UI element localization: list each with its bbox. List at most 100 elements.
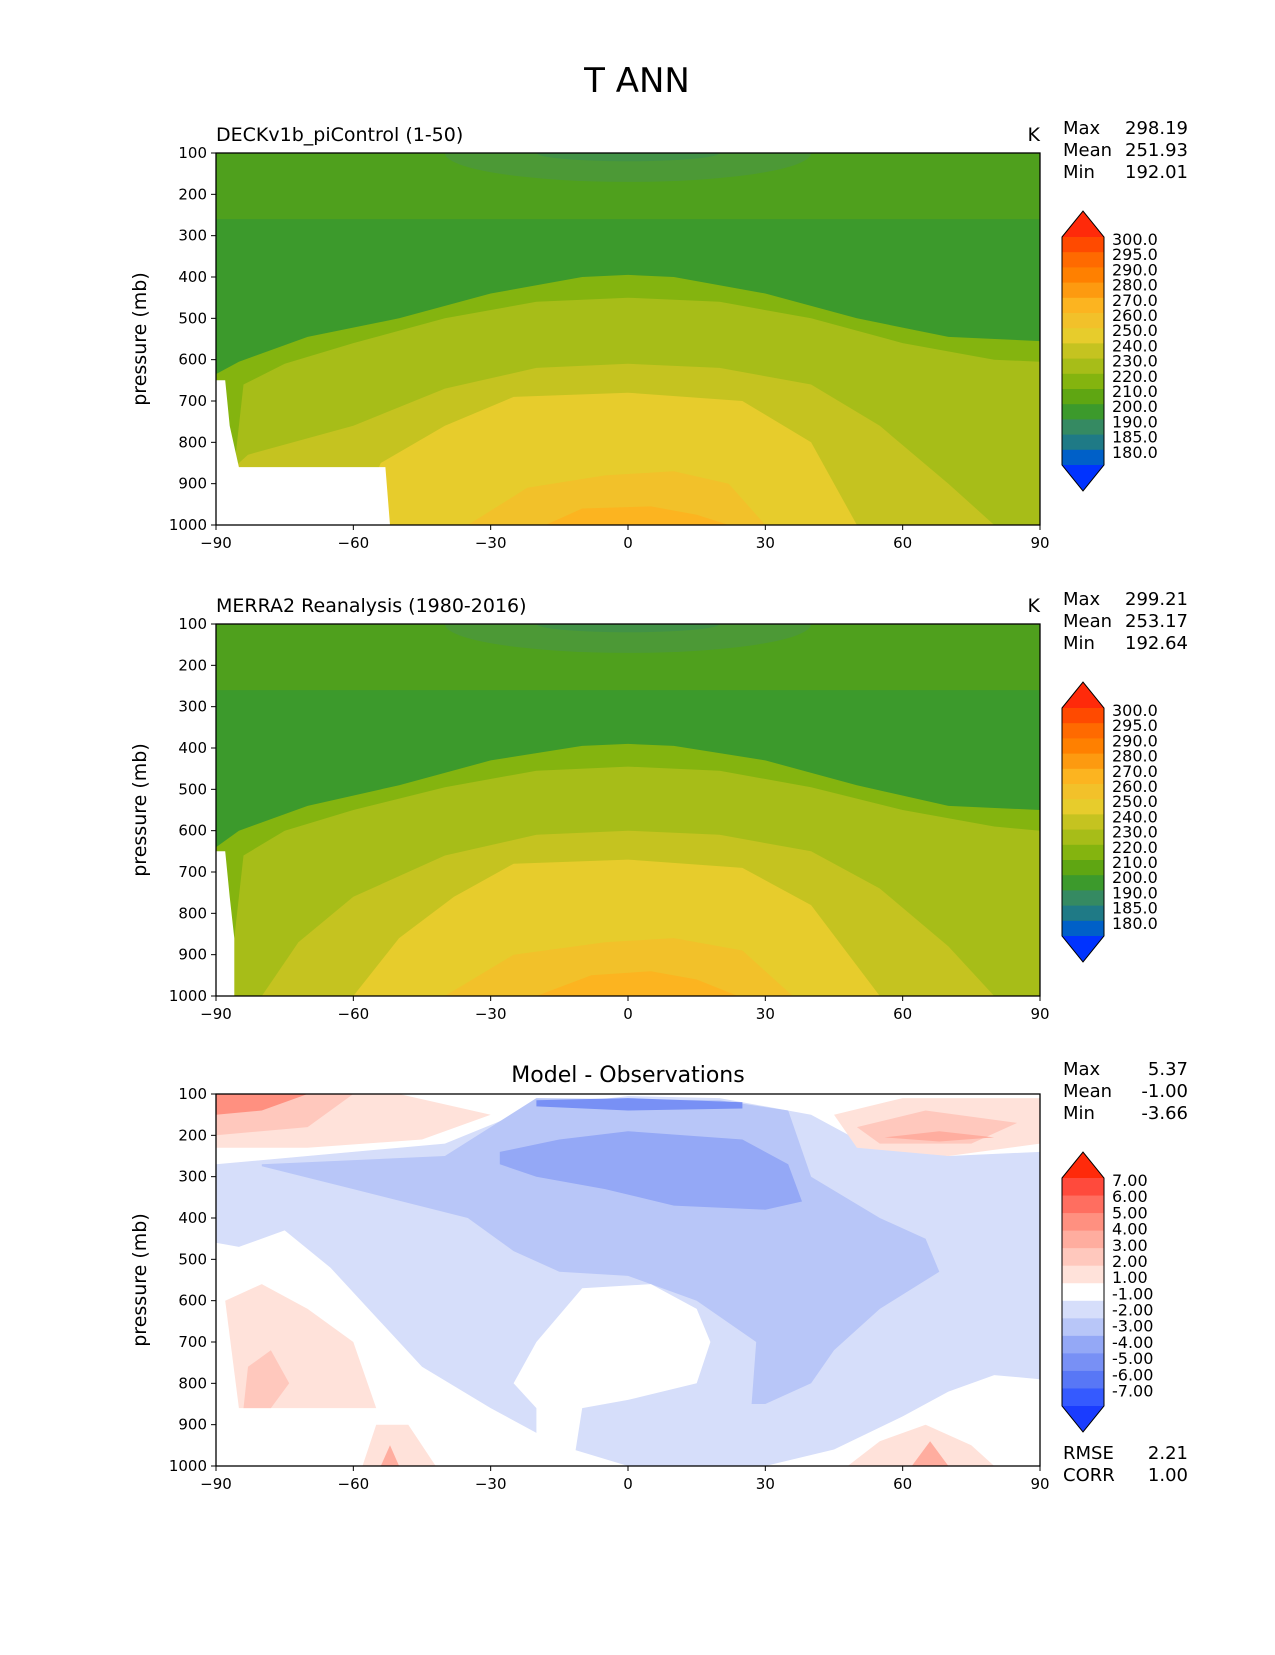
colorbar-label: 180.0 (1112, 914, 1158, 933)
x-tick-label: −60 (338, 1475, 370, 1493)
metric-value: 2.21 (1148, 1443, 1188, 1464)
y-tick-label: 500 (178, 309, 207, 327)
x-tick-label: −90 (200, 534, 232, 552)
colorbar-label: -3.00 (1112, 1317, 1153, 1336)
colorbar-label: 240.0 (1112, 807, 1158, 826)
y-tick-label: 400 (178, 1209, 207, 1227)
colorbar-segment (1062, 358, 1104, 375)
x-tick-label: −30 (475, 1005, 507, 1023)
x-tick-label: 90 (1030, 1475, 1049, 1493)
y-tick-label: 500 (178, 1250, 207, 1268)
colorbar-segment (1062, 860, 1104, 876)
colorbar-label: 250.0 (1112, 321, 1158, 340)
stat-value: 299.21 (1125, 589, 1188, 610)
colorbar-extend-top (1062, 1152, 1104, 1178)
colorbar-label: 220.0 (1112, 838, 1158, 857)
colorbar-label: 260.0 (1112, 777, 1158, 796)
colorbar-label: -4.00 (1112, 1333, 1153, 1352)
colorbar-segment (1062, 1318, 1104, 1337)
stat-name: Max (1063, 1059, 1101, 1080)
colorbar-label: 220.0 (1112, 367, 1158, 386)
y-tick-label: 700 (178, 392, 207, 410)
colorbar-label: 230.0 (1112, 352, 1158, 371)
contour-band (536, 1098, 743, 1111)
colorbar-label: 280.0 (1112, 747, 1158, 766)
colorbar-label: 200.0 (1112, 397, 1158, 416)
stat-value: -1.00 (1141, 1081, 1188, 1102)
colorbar-segment (1062, 1370, 1104, 1389)
panel-3: Model - Observations pressure (mb) 100 200 3… (129, 1059, 1188, 1493)
colorbar-segment (1062, 389, 1104, 405)
colorbar-extend-bottom (1062, 1406, 1104, 1432)
x-tick-label: −60 (338, 534, 370, 552)
colorbar-label: 1.00 (1112, 1268, 1148, 1287)
missing-data-mask (216, 380, 390, 525)
colorbar-segment (1062, 799, 1104, 815)
contour-band (216, 1094, 308, 1115)
colorbar-label: 5.00 (1112, 1203, 1148, 1222)
stat-value: 251.93 (1125, 140, 1188, 161)
stat-name: Mean (1063, 611, 1112, 632)
x-tick-label: 0 (623, 1005, 633, 1023)
x-tick-label: 30 (756, 1005, 775, 1023)
x-tick-label: −30 (475, 1475, 507, 1493)
colorbar-segment (1062, 343, 1104, 360)
x-tick-label: 60 (893, 1475, 912, 1493)
panel-title: Model - Observations (511, 1063, 744, 1088)
y-tick-label: 100 (178, 144, 207, 162)
colorbar-segment (1062, 1388, 1104, 1407)
colorbar-outline (1061, 210, 1105, 492)
colorbar-segment (1062, 920, 1104, 937)
colorbar-extend-bottom (1062, 465, 1104, 491)
contour-band (467, 471, 766, 525)
colorbar-segment (1062, 1283, 1104, 1302)
contour-band (380, 1445, 400, 1466)
x-tick-label: 30 (756, 534, 775, 552)
contour-field (216, 624, 1040, 996)
colorbar-label: -1.00 (1112, 1284, 1153, 1303)
units-label: K (1028, 595, 1041, 617)
y-tick-label: 700 (178, 863, 207, 881)
stat-value: 253.17 (1125, 611, 1188, 632)
colorbar-segment (1062, 267, 1104, 284)
colorbar-label: -7.00 (1112, 1381, 1153, 1400)
colorbar-segment (1062, 1248, 1104, 1267)
y-tick-label: 800 (178, 433, 207, 451)
colorbar-label: -5.00 (1112, 1349, 1153, 1368)
colorbar-label: 290.0 (1112, 260, 1158, 279)
y-tick-label: 600 (178, 822, 207, 840)
y-tick-label: 100 (178, 615, 207, 633)
colorbar-extend-top (1062, 682, 1104, 708)
metric-value: 1.00 (1148, 1465, 1188, 1486)
x-tick-label: −90 (200, 1005, 232, 1023)
x-tick-label: 90 (1030, 534, 1049, 552)
colorbar-segment (1062, 768, 1104, 785)
y-tick-label: 200 (178, 656, 207, 674)
contour-band (499, 1131, 802, 1210)
units-label: K (1028, 124, 1041, 146)
contour-band (216, 624, 1040, 691)
colorbar-segment (1062, 373, 1104, 390)
colorbar-label: -6.00 (1112, 1365, 1153, 1384)
y-tick-label: 800 (178, 904, 207, 922)
colorbar-label: 295.0 (1112, 245, 1158, 264)
colorbar-segment (1062, 282, 1104, 299)
colorbar-segment (1062, 328, 1104, 344)
colorbar-label: 2.00 (1112, 1252, 1148, 1271)
y-axis-label: pressure (mb) (129, 743, 151, 877)
colorbar-segment (1062, 829, 1104, 846)
contour-band (536, 971, 738, 996)
stat-name: Min (1063, 1103, 1095, 1124)
colorbar-label: 210.0 (1112, 382, 1158, 401)
colorbar-segment (1062, 419, 1104, 436)
colorbar-label: 250.0 (1112, 792, 1158, 811)
y-tick-label: 800 (178, 1374, 207, 1392)
colorbar-segment (1062, 784, 1104, 800)
colorbar-extend-top (1062, 211, 1104, 237)
colorbar-segment (1062, 905, 1104, 922)
stat-value: 192.01 (1125, 162, 1188, 183)
colorbar-segment (1062, 890, 1104, 907)
figure-title: T ANN (583, 61, 690, 101)
